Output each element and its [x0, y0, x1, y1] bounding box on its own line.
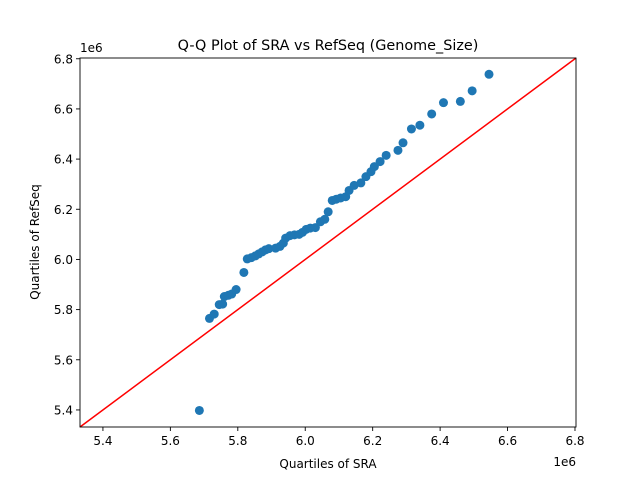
data-point [310, 223, 320, 233]
data-point [415, 120, 425, 130]
data-point [349, 180, 359, 190]
data-point [320, 214, 330, 224]
y-tick-label: 5.6 [54, 353, 73, 367]
y-axis-label: Quartiles of RefSeq [28, 184, 42, 300]
y-tick-label: 6.2 [54, 203, 73, 217]
data-point [209, 309, 219, 319]
y-tick-label: 6.0 [54, 253, 73, 267]
y-tick-label: 6.6 [54, 102, 73, 116]
y-tick-label: 6.8 [54, 52, 73, 66]
data-point [231, 285, 241, 295]
data-point [381, 150, 391, 160]
data-point [467, 86, 477, 96]
x-tick-label: 6.0 [296, 434, 315, 448]
x-offset-label: 1e6 [553, 455, 576, 469]
x-tick-label: 5.6 [161, 434, 180, 448]
data-point [455, 96, 465, 106]
data-point [427, 109, 437, 119]
plot-area [79, 57, 577, 428]
x-tick-label: 6.6 [498, 434, 517, 448]
data-point [218, 299, 228, 309]
data-point [239, 267, 249, 277]
data-point [323, 207, 333, 217]
data-point [438, 98, 448, 108]
x-tick-label: 6.4 [431, 434, 450, 448]
x-tick-label: 6.8 [565, 434, 584, 448]
reference-line [79, 57, 577, 428]
data-point [194, 405, 204, 415]
chart-title: Q-Q Plot of SRA vs RefSeq (Genome_Size) [178, 38, 479, 54]
x-axis-label: Quartiles of SRA [279, 457, 377, 471]
data-point [484, 69, 494, 79]
data-point [375, 157, 385, 167]
data-point [406, 124, 416, 134]
data-point [356, 178, 366, 188]
data-point [393, 145, 403, 155]
y-axis: 5.4 5.6 5.8 6.0 6.2 6.4 6.6 6.8 [54, 52, 80, 417]
y-tick-label: 6.4 [54, 153, 73, 167]
data-point [264, 244, 274, 254]
y-offset-label: 1e6 [80, 41, 103, 55]
x-axis: 5.4 5.6 5.8 6.0 6.2 6.4 6.6 6.8 [93, 427, 585, 448]
y-tick-label: 5.4 [54, 403, 73, 417]
data-point [398, 138, 408, 148]
x-tick-label: 5.8 [228, 434, 247, 448]
x-tick-label: 5.4 [93, 434, 112, 448]
x-tick-label: 6.2 [363, 434, 382, 448]
axes-frame [79, 57, 577, 428]
y-tick-label: 5.8 [54, 303, 73, 317]
